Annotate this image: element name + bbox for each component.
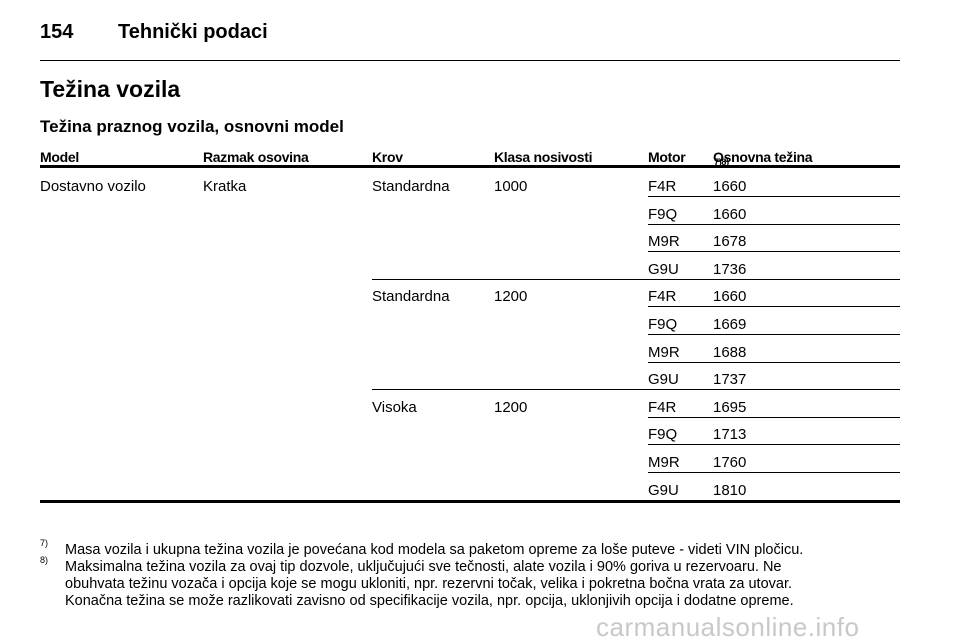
- row-rule: [648, 417, 900, 418]
- table-bottom-rule: [40, 500, 900, 503]
- row-rule: [648, 444, 900, 445]
- header-rule: [40, 60, 900, 61]
- footnote-ref: 7)8): [714, 157, 729, 167]
- cell: 1200: [494, 288, 528, 306]
- cell: 1660: [713, 205, 747, 223]
- page-number: 154: [40, 21, 74, 43]
- row-rule: [648, 306, 900, 307]
- cell: Standardna: [372, 288, 450, 306]
- cell: 1810: [713, 481, 747, 499]
- cell: G9U: [648, 371, 679, 389]
- cell: F9Q: [648, 426, 678, 444]
- cell: F4R: [648, 398, 677, 416]
- column-header: Razmak osovina: [203, 149, 309, 165]
- watermark: carmanualsonline.info: [596, 612, 860, 642]
- column-header: Klasa nosivosti: [494, 149, 593, 165]
- footnote-text: Masa vozila i ukupna težina vozila je po…: [65, 542, 804, 558]
- section-title: Težina vozila: [40, 76, 181, 102]
- cell: F4R: [648, 178, 677, 195]
- cell: F9Q: [648, 316, 678, 333]
- cell: 1660: [713, 288, 747, 306]
- group-rule: [372, 279, 900, 280]
- column-header: Motor: [648, 149, 686, 165]
- row-rule: [648, 251, 900, 252]
- cell: 1695: [713, 398, 747, 416]
- cell: 1669: [713, 316, 747, 333]
- cell: Visoka: [372, 398, 417, 416]
- cell: M9R: [648, 233, 680, 251]
- cell: M9R: [648, 343, 680, 361]
- cell: Dostavno vozilo: [40, 178, 146, 195]
- cell: 1713: [713, 426, 747, 444]
- column-header: Krov: [372, 149, 403, 165]
- group-rule: [372, 389, 900, 390]
- column-header: Model: [40, 149, 79, 165]
- cell: 1760: [713, 454, 747, 471]
- footnote-text: Konačna težina se može razlikovati zavis…: [65, 593, 794, 609]
- table-header-rule: [40, 165, 900, 168]
- row-rule: [648, 196, 900, 197]
- cell: 1000: [494, 178, 528, 195]
- cell: 1678: [713, 233, 747, 251]
- cell: 1200: [494, 398, 528, 416]
- cell: M9R: [648, 454, 680, 471]
- footnote-mark: 7): [40, 538, 49, 548]
- cell: 1660: [713, 178, 747, 195]
- cell: G9U: [648, 481, 679, 499]
- cell: Kratka: [203, 178, 247, 195]
- footnote-text: obuhvata težinu vozača i opcija koje se …: [65, 576, 793, 592]
- footnote-mark: 8): [40, 555, 49, 565]
- cell: 1688: [713, 343, 747, 361]
- cell: 1737: [713, 371, 747, 389]
- cell: F4R: [648, 288, 677, 306]
- cell: 1736: [713, 260, 747, 278]
- cell: G9U: [648, 260, 679, 278]
- subsection-title: Težina praznog vozila, osnovni model: [40, 117, 344, 136]
- footnote-text: Maksimalna težina vozila za ovaj tip doz…: [65, 559, 782, 575]
- row-rule: [648, 224, 900, 225]
- column-header: Osnovna težina 7)8): [713, 149, 813, 167]
- cell: Standardna: [372, 178, 450, 195]
- row-rule: [648, 362, 900, 363]
- cell: F9Q: [648, 205, 678, 223]
- row-rule: [648, 472, 900, 473]
- row-rule: [648, 334, 900, 335]
- header-title: Tehnički podaci: [118, 21, 268, 43]
